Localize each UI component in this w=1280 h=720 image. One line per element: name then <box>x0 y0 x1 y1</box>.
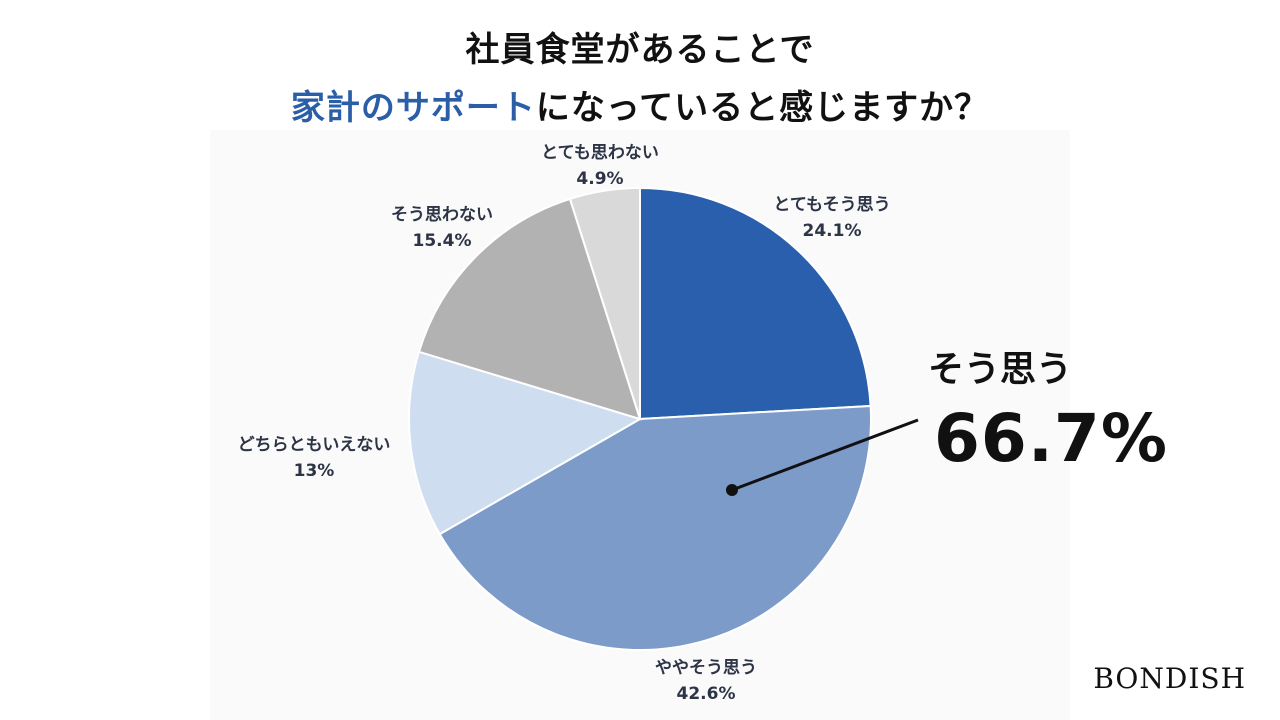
slice-label-4: とても思わない 4.9% <box>541 140 659 192</box>
pie-slice-0 <box>639 186 872 421</box>
slice-label-name: どちらともいえない <box>237 435 391 455</box>
slice-label-3: そう思わない 15.4% <box>391 202 493 254</box>
pie-slice-3 <box>417 197 642 421</box>
slice-label-value: 13% <box>293 461 335 481</box>
chart-title-line1: 社員食堂があることで <box>465 30 815 70</box>
pie-slice-2 <box>408 350 643 536</box>
slice-label-value: 15.4% <box>412 231 472 251</box>
slice-label-value: 24.1% <box>802 221 862 241</box>
callout-label: そう思う <box>928 349 1073 390</box>
slice-label-1: ややそう思う 42.6% <box>655 655 757 707</box>
pie-slice-1 <box>438 404 872 651</box>
callout-value: 66.7% <box>934 400 1168 477</box>
slice-label-name: とてもそう思う <box>773 195 891 215</box>
slice-label-value: 4.9% <box>576 169 624 189</box>
slice-label-name: そう思わない <box>391 205 493 225</box>
chart-title-highlight: 家計のサポート <box>290 88 536 128</box>
chart-title-line2: 家計のサポートになっていると感じますか？ <box>0 80 1280 129</box>
slice-label-0: とてもそう思う 24.1% <box>773 192 890 244</box>
chart-title-rest: になっていると感じますか？ <box>535 88 990 128</box>
pie-slice-4 <box>568 186 641 420</box>
slice-label-value: 42.6% <box>676 684 736 704</box>
slice-label-name: とても思わない <box>541 143 659 163</box>
slice-label-2: どちらともいえない 13% <box>238 432 391 484</box>
callout-dot <box>726 484 738 496</box>
brand-logo: BONDISH <box>1093 662 1246 695</box>
slice-label-name: ややそう思う <box>655 658 757 678</box>
callout-line <box>731 418 919 492</box>
